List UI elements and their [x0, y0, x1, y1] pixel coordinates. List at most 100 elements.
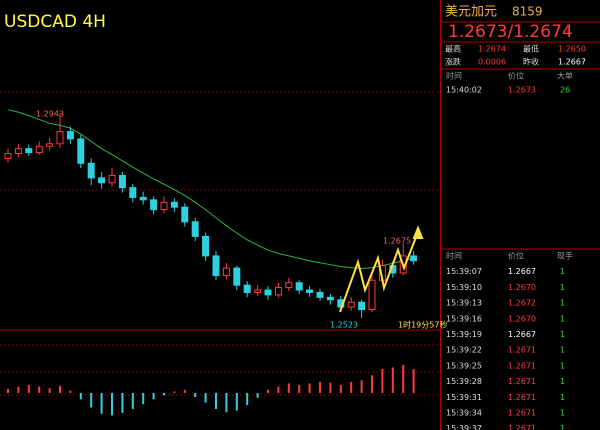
candle-body	[108, 174, 116, 184]
candle-body	[202, 235, 210, 257]
time: 15:39:34	[446, 409, 482, 418]
column-header: 价位	[508, 71, 524, 81]
candle-body	[306, 289, 314, 293]
high-label: 1.2943	[36, 110, 64, 119]
volume: 1	[560, 393, 565, 402]
stat-value: 0.0006	[478, 58, 506, 67]
moving-average	[7, 109, 414, 270]
stat-label: 最高	[445, 44, 461, 54]
symbol-name: 美元加元	[445, 5, 497, 20]
candle-body	[254, 289, 262, 293]
volume: 26	[560, 86, 570, 95]
price: 1.2671	[508, 409, 536, 418]
volume: 1	[560, 314, 565, 323]
time: 15:39:25	[446, 361, 482, 370]
candle-body	[56, 131, 64, 145]
candle-body	[46, 143, 54, 147]
candle-body	[98, 177, 106, 184]
time: 15:39:07	[446, 267, 482, 276]
chart-title: USDCAD 4H	[4, 12, 106, 32]
grid	[0, 91, 440, 396]
volume: 1	[560, 361, 565, 370]
candle-body	[129, 187, 137, 198]
column-header: 时间	[446, 71, 462, 81]
stat-value: 1.2674	[478, 45, 506, 54]
candle-body	[212, 255, 220, 276]
price: 1.2670	[508, 283, 536, 292]
candle-body	[243, 284, 251, 293]
time: 15:40:02	[446, 86, 482, 95]
time: 15:39:10	[446, 283, 482, 292]
candle-body	[233, 267, 241, 286]
volume: 1	[560, 409, 565, 418]
candle-body	[35, 145, 43, 154]
candle-body	[170, 201, 178, 208]
candle-body	[181, 206, 189, 223]
volume: 1	[560, 424, 565, 430]
price: 1.2672	[508, 299, 536, 308]
price: 1.2673	[508, 86, 536, 95]
low-label: 1.2523	[330, 321, 358, 330]
candle-body	[66, 131, 74, 140]
time: 15:39:28	[446, 377, 482, 386]
time: 15:39:16	[446, 314, 482, 323]
price: 1.2671	[508, 346, 536, 355]
arrow-path	[339, 231, 419, 313]
macd-panel	[7, 365, 415, 416]
candle-body	[368, 279, 376, 311]
price: 1.2667	[508, 330, 536, 339]
time: 15:39:37	[446, 424, 482, 430]
time: 15:39:13	[446, 299, 482, 308]
candle-body	[150, 199, 158, 211]
price: 1.2671	[508, 424, 536, 430]
candle-body	[410, 255, 418, 262]
stat-label: 昨收	[523, 57, 539, 67]
volume: 1	[560, 377, 565, 386]
volume: 1	[560, 330, 565, 339]
last-high-label: 1.2675	[383, 237, 411, 246]
volume: 1	[560, 346, 565, 355]
candle-body	[14, 148, 22, 155]
arrow-head	[412, 225, 424, 239]
stat-value: 1.2667	[558, 58, 586, 67]
candle-body	[25, 148, 33, 154]
column-header: 时间	[446, 251, 462, 261]
candle-body	[87, 162, 95, 179]
stat-label: 最低	[523, 44, 539, 54]
candle-body	[274, 287, 282, 296]
candle-body	[222, 267, 230, 276]
candle-body	[77, 138, 85, 164]
candle-body	[326, 296, 334, 301]
candle-body	[295, 282, 303, 291]
candle-body	[160, 201, 168, 211]
column-header: 现手	[557, 251, 573, 261]
price: 1.2671	[508, 377, 536, 386]
price: 1.2671	[508, 361, 536, 370]
symbol-code: 8159	[512, 5, 543, 19]
volume: 1	[560, 267, 565, 276]
stat-value: 1.2650	[558, 45, 586, 54]
column-header: 价位	[508, 251, 524, 261]
candle-body	[264, 289, 272, 296]
candle-body	[285, 282, 293, 289]
bid-ask: 1.2673/1.2674	[448, 22, 573, 42]
column-header: 大单	[557, 71, 573, 81]
time: 15:39:19	[446, 330, 482, 339]
candle-body	[347, 301, 355, 308]
price: 1.2667	[508, 267, 536, 276]
stat-label: 涨跌	[445, 57, 461, 67]
trend-arrows	[339, 225, 424, 313]
candle-body	[139, 196, 147, 201]
volume: 1	[560, 283, 565, 292]
candle-body	[4, 153, 12, 159]
time: 15:39:22	[446, 346, 482, 355]
volume: 1	[560, 299, 565, 308]
quote-panel: 美元加元 8159 1.2673/1.2674 最高 1.2674 最低 1.2650…	[441, 5, 600, 430]
price: 1.2671	[508, 393, 536, 402]
candle-body	[118, 174, 126, 189]
countdown: 1时19分57秒	[398, 320, 447, 330]
candle-body	[191, 221, 199, 237]
price: 1.2670	[508, 314, 536, 323]
